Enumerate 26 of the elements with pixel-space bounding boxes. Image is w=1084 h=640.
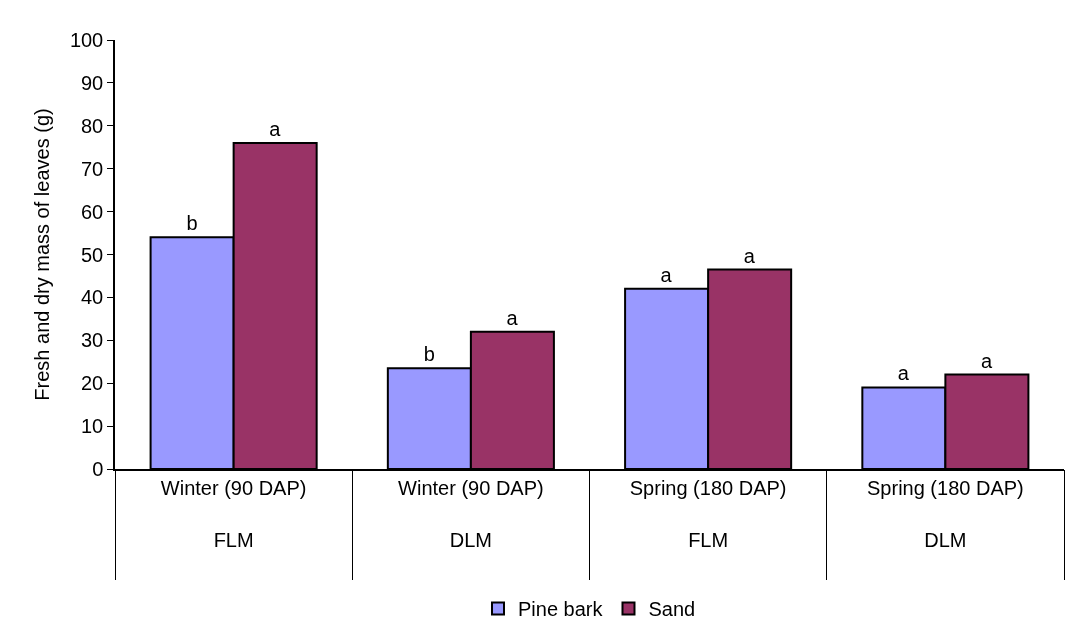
data-label: b: [423, 343, 435, 366]
data-label: a: [506, 306, 519, 329]
y-tick-label: 40: [81, 286, 104, 309]
y-tick-label: 60: [81, 200, 104, 223]
y-tick-label: 80: [81, 114, 104, 137]
y-tick-label: 70: [81, 157, 104, 180]
category-label: Spring (180 DAP) DLM: [867, 476, 1024, 551]
category-label: Winter (90 DAP) FLM: [160, 476, 307, 551]
data-label: a: [897, 362, 910, 385]
y-tick-label: 50: [81, 243, 104, 266]
data-label: a: [743, 244, 756, 267]
legend-label: Pine bark: [518, 598, 604, 621]
y-axis-title: Fresh and dry mass of leaves (g): [30, 108, 53, 401]
y-tick-label: 100: [69, 29, 104, 51]
y-tick-label: 10: [81, 415, 104, 438]
y-tick-label: 30: [81, 329, 104, 352]
data-label: a: [269, 117, 282, 140]
data-label: a: [660, 263, 673, 286]
y-tick-label: 0: [92, 458, 104, 480]
data-label: a: [980, 349, 993, 372]
category-label: Spring (180 DAP) FLM: [629, 476, 787, 551]
legend-label: Sand: [648, 598, 696, 621]
data-label: b: [186, 212, 198, 235]
y-tick-label: 20: [81, 372, 104, 395]
category-label: Winter (90 DAP) DLM: [398, 476, 544, 551]
y-tick-label: 90: [81, 71, 104, 94]
